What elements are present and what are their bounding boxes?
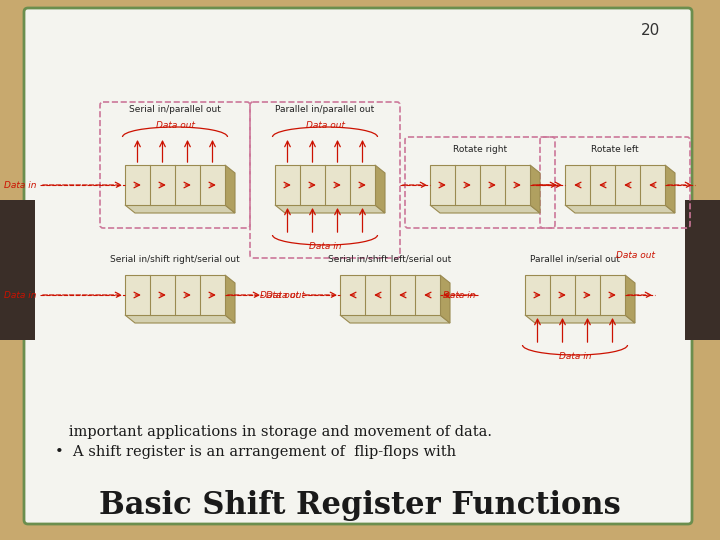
Bar bbox=[685, 200, 720, 340]
Bar bbox=[125, 275, 225, 315]
Polygon shape bbox=[275, 205, 385, 213]
Text: Data out: Data out bbox=[266, 291, 305, 300]
Text: •  A shift register is an arrangement of  flip-flops with: • A shift register is an arrangement of … bbox=[55, 445, 456, 459]
Text: Data out: Data out bbox=[260, 291, 299, 300]
Polygon shape bbox=[440, 275, 450, 323]
Polygon shape bbox=[125, 205, 235, 213]
Polygon shape bbox=[430, 205, 540, 213]
Text: Data in: Data in bbox=[4, 180, 37, 190]
Text: Serial in/shift left/serial out: Serial in/shift left/serial out bbox=[328, 255, 451, 264]
Text: Data in: Data in bbox=[559, 352, 591, 361]
Bar bbox=[125, 165, 225, 205]
Text: Basic Shift Register Functions: Basic Shift Register Functions bbox=[99, 490, 621, 521]
Polygon shape bbox=[375, 165, 385, 213]
Polygon shape bbox=[665, 165, 675, 213]
Text: Data out: Data out bbox=[616, 251, 654, 260]
Bar bbox=[430, 165, 530, 205]
Bar bbox=[340, 275, 440, 315]
Text: Data in: Data in bbox=[4, 291, 37, 300]
Text: Data in: Data in bbox=[309, 242, 341, 251]
Polygon shape bbox=[225, 275, 235, 323]
Text: Parallel in/parallel out: Parallel in/parallel out bbox=[275, 105, 374, 114]
Text: Serial in/parallel out: Serial in/parallel out bbox=[129, 105, 221, 114]
Polygon shape bbox=[225, 165, 235, 213]
Text: Parallel in/serial out: Parallel in/serial out bbox=[530, 255, 620, 264]
FancyBboxPatch shape bbox=[24, 8, 692, 524]
Polygon shape bbox=[625, 275, 635, 323]
Bar bbox=[525, 275, 625, 315]
Polygon shape bbox=[340, 315, 450, 323]
Polygon shape bbox=[530, 165, 540, 213]
Polygon shape bbox=[525, 315, 635, 323]
Text: important applications in storage and movement of data.: important applications in storage and mo… bbox=[55, 425, 492, 439]
Text: 20: 20 bbox=[641, 23, 660, 38]
Bar bbox=[275, 165, 375, 205]
Text: Rotate left: Rotate left bbox=[591, 145, 639, 154]
Text: Data out: Data out bbox=[305, 121, 344, 130]
Text: Rotate right: Rotate right bbox=[453, 145, 507, 154]
Bar bbox=[0, 200, 35, 340]
Text: Data in: Data in bbox=[443, 291, 475, 300]
Polygon shape bbox=[565, 205, 675, 213]
Polygon shape bbox=[125, 315, 235, 323]
Text: Serial in/shift right/serial out: Serial in/shift right/serial out bbox=[110, 255, 240, 264]
Text: Data out: Data out bbox=[156, 121, 194, 130]
Bar bbox=[565, 165, 665, 205]
